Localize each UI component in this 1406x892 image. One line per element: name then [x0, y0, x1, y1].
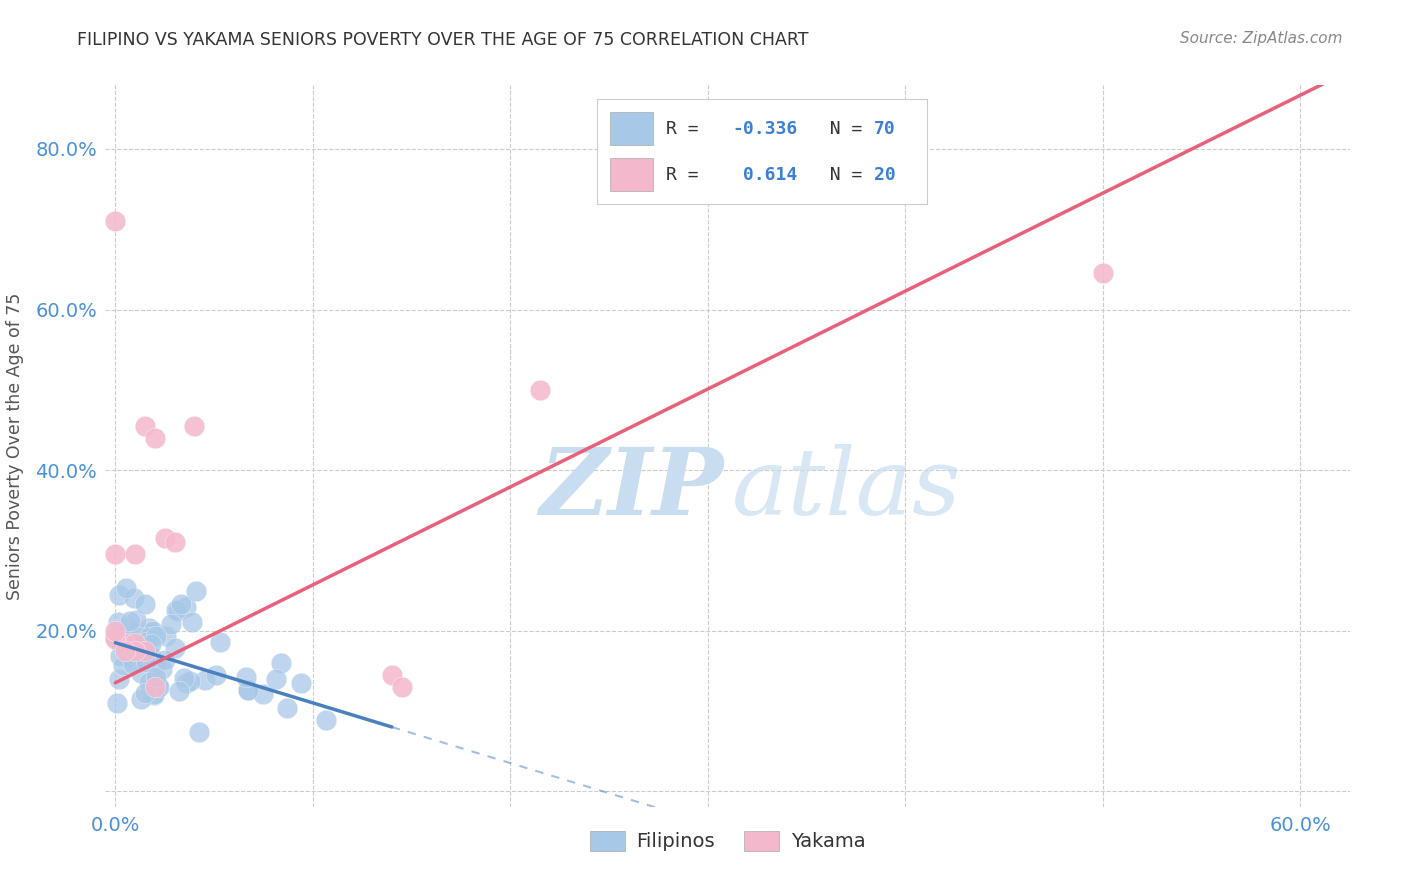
Point	[107, 615, 129, 629]
Point	[146, 679, 169, 693]
Point	[139, 624, 162, 638]
Point	[125, 613, 148, 627]
Point	[117, 621, 139, 635]
Point	[186, 584, 208, 599]
Point	[270, 656, 292, 670]
Point	[120, 614, 142, 628]
Point	[135, 655, 157, 669]
Point	[153, 653, 176, 667]
Point	[108, 673, 131, 687]
Point	[134, 686, 156, 700]
Point	[124, 547, 146, 562]
Point	[108, 588, 131, 602]
Point	[181, 615, 204, 630]
Point	[134, 644, 156, 658]
Point	[173, 671, 195, 685]
Point	[114, 635, 136, 649]
Point	[290, 675, 312, 690]
Point	[108, 649, 131, 664]
Point	[150, 661, 173, 675]
Point	[104, 624, 127, 638]
Point	[104, 547, 127, 562]
Point	[170, 597, 193, 611]
Point	[135, 635, 157, 649]
Point	[138, 675, 160, 690]
Point	[145, 629, 167, 643]
Point	[167, 604, 190, 618]
Point	[114, 644, 136, 658]
Y-axis label: Seniors Poverty Over the Age of 75: Seniors Poverty Over the Age of 75	[6, 293, 24, 599]
Point	[129, 666, 152, 681]
Point	[142, 624, 165, 639]
Point	[183, 418, 205, 433]
Point	[167, 683, 190, 698]
Point	[121, 651, 143, 665]
Point	[122, 657, 145, 671]
Point	[125, 638, 148, 652]
Point	[112, 658, 135, 673]
Point	[145, 670, 167, 684]
Point	[124, 644, 146, 658]
Point	[236, 682, 259, 697]
Point	[139, 637, 162, 651]
Point	[155, 629, 177, 643]
Point	[141, 649, 163, 664]
Point	[264, 673, 287, 687]
Point	[143, 431, 166, 445]
Point	[143, 680, 166, 694]
Point	[117, 628, 139, 642]
Point	[179, 673, 201, 688]
Point	[131, 640, 153, 654]
Point	[124, 635, 146, 649]
Point	[134, 418, 156, 433]
Legend: Filipinos, Yakama: Filipinos, Yakama	[582, 822, 873, 859]
Point	[105, 696, 128, 710]
Point	[104, 632, 127, 646]
Point	[391, 680, 413, 694]
Point	[205, 668, 228, 682]
Point	[252, 687, 274, 701]
Point	[208, 635, 231, 649]
Point	[138, 630, 160, 644]
Point	[163, 535, 186, 549]
Point	[145, 658, 167, 673]
Point	[148, 680, 170, 694]
Point	[174, 676, 197, 690]
Point	[136, 648, 159, 663]
Point	[134, 597, 156, 611]
Text: Source: ZipAtlas.com: Source: ZipAtlas.com	[1180, 31, 1343, 46]
Point	[166, 603, 188, 617]
Point	[276, 701, 298, 715]
Point	[129, 692, 152, 706]
Point	[235, 670, 257, 684]
Point	[153, 532, 176, 546]
Point	[176, 600, 198, 615]
Point	[128, 631, 150, 645]
Point	[115, 581, 138, 595]
Point	[110, 636, 132, 650]
Point	[129, 644, 152, 658]
Text: ZIP: ZIP	[540, 444, 724, 534]
Point	[104, 214, 127, 228]
Text: atlas: atlas	[731, 444, 960, 534]
Point	[122, 591, 145, 605]
Point	[238, 683, 260, 698]
Text: FILIPINO VS YAKAMA SENIORS POVERTY OVER THE AGE OF 75 CORRELATION CHART: FILIPINO VS YAKAMA SENIORS POVERTY OVER …	[77, 31, 808, 49]
Point	[315, 713, 337, 727]
Point	[104, 630, 127, 644]
Point	[194, 673, 217, 687]
Point	[188, 725, 211, 739]
Point	[160, 617, 183, 632]
Point	[142, 688, 165, 702]
Point	[381, 667, 404, 681]
Point	[163, 640, 186, 655]
Point	[529, 383, 551, 397]
Point	[142, 687, 165, 701]
Point	[1091, 266, 1114, 280]
Point	[138, 621, 160, 635]
Point	[118, 626, 141, 640]
